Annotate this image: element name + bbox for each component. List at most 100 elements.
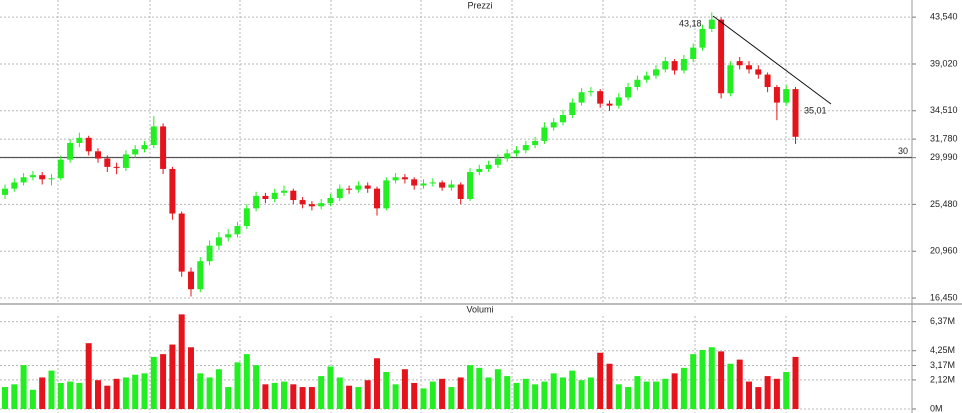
candle-body xyxy=(271,192,278,200)
volume-bar xyxy=(448,387,455,409)
candle-body xyxy=(197,261,204,290)
candle-body xyxy=(699,28,706,48)
candle-body xyxy=(457,184,464,200)
candle-body xyxy=(355,185,362,190)
candle-body xyxy=(160,126,167,169)
candle-body xyxy=(76,137,83,144)
candle-body xyxy=(578,92,585,103)
volume-bar xyxy=(671,373,678,409)
marks xyxy=(0,12,912,409)
candle-body xyxy=(113,166,120,168)
volume-bar xyxy=(188,347,194,409)
candle-body xyxy=(132,149,139,155)
y-tick-label: 0M xyxy=(930,403,943,413)
candle-body xyxy=(550,122,557,128)
candle-body xyxy=(85,137,92,152)
volume-bar xyxy=(457,377,464,409)
reference-label: 30 xyxy=(898,146,908,156)
volume-bar xyxy=(281,381,287,409)
candle-body xyxy=(680,59,687,71)
candle-body xyxy=(662,61,669,70)
volume-bar xyxy=(764,376,771,409)
volume-bar xyxy=(318,376,325,409)
candle-body xyxy=(318,203,325,207)
candle-body xyxy=(411,179,418,186)
volume-bar xyxy=(271,382,278,409)
candle-body xyxy=(420,183,427,186)
candle-body xyxy=(281,190,287,193)
candle-body xyxy=(448,184,455,188)
candle-body xyxy=(11,182,18,189)
y-tick-label: 39,020 xyxy=(930,58,958,68)
volume-bar xyxy=(169,344,176,409)
volume-bar xyxy=(522,378,529,409)
volume-bar xyxy=(355,387,362,409)
candle-body xyxy=(262,195,269,200)
volume-bar xyxy=(532,384,539,409)
candle-body xyxy=(773,87,780,103)
volume-bar xyxy=(76,382,83,409)
volume-bar xyxy=(773,378,780,409)
volume-bar xyxy=(625,387,632,409)
candle-body xyxy=(439,182,446,188)
candle-body xyxy=(383,180,390,209)
volume-bar xyxy=(541,381,548,409)
candle-body xyxy=(560,115,566,123)
volume-bar xyxy=(746,381,752,409)
candle-body xyxy=(346,188,353,190)
y-tick-label: 2,12M xyxy=(930,374,955,384)
candle-body xyxy=(522,145,529,151)
volume-bar xyxy=(560,377,566,409)
candle-body xyxy=(634,79,641,88)
candle-body xyxy=(764,74,771,88)
candle-body xyxy=(234,225,241,235)
candle-body xyxy=(606,103,613,106)
annotation: 43,18 xyxy=(679,18,702,28)
y-tick-label: 29,990 xyxy=(930,152,958,162)
candle-body xyxy=(625,87,632,98)
candle-body xyxy=(671,61,678,71)
candle-body xyxy=(467,172,473,200)
y-tick-label: 3,17M xyxy=(930,360,955,370)
volume-bar xyxy=(662,378,669,409)
volume-bar xyxy=(643,381,650,409)
candle-body xyxy=(327,197,334,204)
candle-body xyxy=(57,159,64,179)
volume-bar xyxy=(680,367,687,409)
candle-body xyxy=(615,97,622,106)
candle-body xyxy=(290,190,297,201)
y-tick-label: 25,480 xyxy=(930,199,958,209)
candle-body xyxy=(690,47,697,60)
volume-bar xyxy=(429,381,436,409)
candle-body xyxy=(178,213,185,272)
candle-body xyxy=(569,102,576,116)
candle-body xyxy=(746,65,752,70)
y-tick-label: 6,37M xyxy=(930,316,955,326)
candle-body xyxy=(541,127,548,141)
volume-bar xyxy=(299,387,306,409)
candle-body xyxy=(374,188,380,209)
candle-body xyxy=(67,143,74,160)
volume-bar xyxy=(783,371,790,409)
price-title: Prezzi xyxy=(467,0,492,10)
trend-line xyxy=(712,15,832,105)
candle-body xyxy=(476,168,483,173)
volume-bar xyxy=(11,384,18,409)
candle-body xyxy=(206,245,213,262)
volume-bar xyxy=(634,376,641,409)
y-tick-label: 16,450 xyxy=(930,292,958,302)
volume-bar xyxy=(122,377,129,409)
candle-body xyxy=(122,154,129,168)
volume-bar xyxy=(150,356,157,409)
candle-body xyxy=(718,19,725,94)
candle-body xyxy=(792,89,799,137)
volume-bar xyxy=(615,384,622,409)
candle-body xyxy=(755,69,762,75)
candle-body xyxy=(736,61,743,66)
volume-bar xyxy=(690,354,697,409)
candle-body xyxy=(95,151,101,159)
volume-bar xyxy=(383,371,390,409)
y-tick-label: 34,510 xyxy=(930,105,958,115)
candle-body xyxy=(513,150,520,154)
